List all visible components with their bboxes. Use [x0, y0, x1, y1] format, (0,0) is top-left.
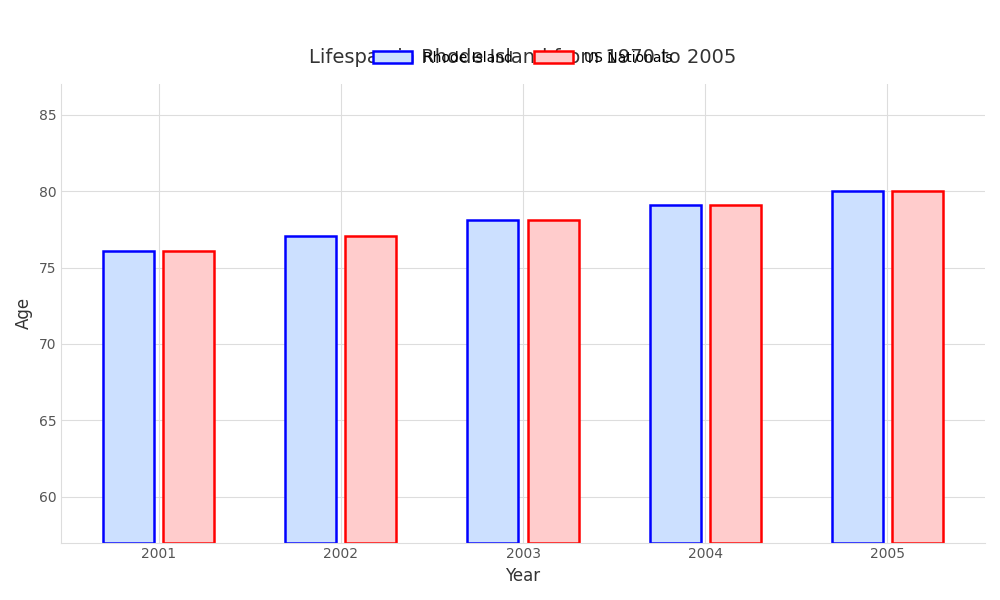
Bar	[285, 236, 336, 542]
Bar	[832, 191, 883, 542]
Bar	[467, 220, 518, 542]
Title: Lifespan in Rhode Island from 1970 to 2005: Lifespan in Rhode Island from 1970 to 20…	[309, 49, 737, 67]
X-axis label: Year: Year	[505, 567, 541, 585]
Bar	[163, 251, 214, 542]
Bar	[528, 220, 579, 542]
Bar	[345, 236, 396, 542]
Bar	[650, 205, 701, 542]
Bar	[103, 251, 154, 542]
Y-axis label: Age: Age	[15, 298, 33, 329]
Legend: Rhode Island, US Nationals: Rhode Island, US Nationals	[368, 46, 678, 70]
Bar	[710, 205, 761, 542]
Bar	[892, 191, 943, 542]
